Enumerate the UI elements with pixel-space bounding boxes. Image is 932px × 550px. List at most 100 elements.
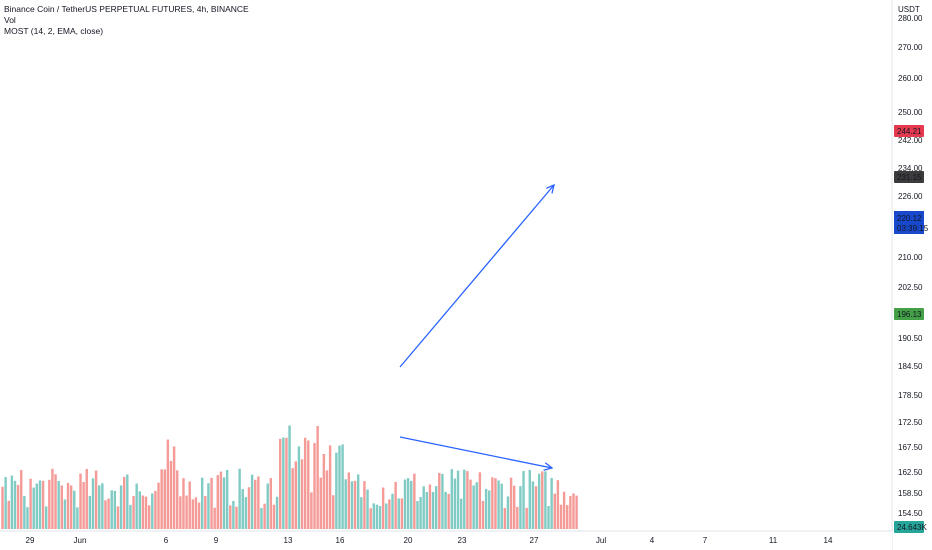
chart-legend: Binance Coin / TetherUS PERPETUAL FUTURE… (4, 4, 249, 37)
volume-bar (263, 503, 266, 529)
volume-bar (154, 490, 157, 529)
volume-bar (79, 473, 82, 529)
volume-bar (38, 480, 42, 529)
volume-bar (335, 452, 338, 529)
time-tick-label: 23 (458, 536, 467, 545)
volume-bar (285, 437, 288, 529)
volume-bar (10, 475, 14, 529)
time-tick-label: 6 (164, 536, 169, 545)
volume-bar (341, 444, 344, 529)
volume-bar (356, 474, 360, 529)
volume-layer (1, 425, 578, 529)
price-tick-label: 242.00 (898, 136, 923, 145)
volume-bar (138, 491, 141, 529)
price-axis-bg (892, 0, 932, 550)
volume-bar (431, 491, 435, 529)
volume-bar (163, 469, 166, 529)
price-tick-label: 280.00 (898, 14, 923, 23)
volume-bar (191, 499, 195, 529)
volume-bar (550, 477, 553, 529)
time-tick-label: 13 (284, 536, 293, 545)
volume-bar (575, 495, 578, 529)
volume-bar (456, 470, 460, 529)
time-tick-label: 4 (650, 536, 655, 545)
volume-bar (388, 499, 391, 529)
volume-bar (559, 504, 563, 529)
volume-bar (466, 471, 469, 529)
volume-tag: 24.643K (897, 523, 927, 532)
price-tick-label: 260.00 (898, 74, 923, 83)
price-tick-label: 184.50 (898, 362, 923, 371)
time-tick-label: 7 (703, 536, 708, 545)
price-tick-label: 154.50 (898, 509, 923, 518)
volume-legend[interactable]: Vol (4, 15, 16, 25)
volume-bar (104, 500, 107, 529)
volume-bar (238, 468, 241, 529)
volume-bar (169, 460, 173, 529)
price-tick-label: 162.50 (898, 468, 923, 477)
volume-bar (82, 482, 85, 529)
volume-bar (76, 507, 79, 529)
volume-bar (381, 487, 385, 529)
volume-bar (20, 470, 23, 529)
volume-bar (313, 443, 316, 529)
volume-bar (179, 496, 182, 529)
volume-bar (353, 480, 357, 529)
price-tick-label: 234.00 (898, 164, 923, 173)
volume-bar (385, 503, 388, 529)
volume-bar (29, 478, 32, 529)
symbol-title[interactable]: Binance Coin / TetherUS PERPETUAL FUTURE… (4, 4, 249, 14)
volume-bar (484, 488, 488, 529)
volume-bar (350, 481, 354, 529)
volume-bar (210, 477, 213, 529)
volume-bar (107, 498, 110, 529)
volume-bar (391, 493, 394, 529)
volume-bar (375, 504, 379, 529)
volume-bar (188, 481, 191, 529)
volume-bar (463, 469, 466, 529)
volume-bar (360, 497, 363, 529)
volume-bar (147, 505, 151, 529)
volume-bar (556, 480, 560, 529)
volume-bar (144, 496, 148, 529)
countdown-tag: 03:39:15 (897, 224, 929, 233)
price-tick-label: 167.50 (898, 443, 923, 452)
volume-bar (425, 492, 429, 529)
volume-bar (459, 498, 463, 529)
volume-bar (569, 496, 572, 529)
time-axis-bg (0, 531, 892, 550)
price-tick-label: 158.50 (898, 489, 923, 498)
volume-bar (60, 485, 63, 529)
volume-bar (294, 461, 297, 529)
price-tick-label: 250.00 (898, 108, 923, 117)
volume-bar (176, 470, 179, 529)
volume-bar (73, 490, 76, 529)
volume-bar (13, 480, 17, 529)
volume-bar (447, 493, 450, 529)
volume-bar (204, 495, 207, 529)
volume-bar (250, 474, 254, 529)
volume-bar (566, 505, 569, 529)
volume-bar (157, 482, 160, 529)
volume-bar (222, 477, 226, 529)
volume-bar (16, 484, 20, 529)
volume-bar (322, 453, 326, 529)
volume-bar (516, 506, 519, 529)
volume-bar (135, 483, 138, 529)
volume-arrow-down (399, 436, 552, 468)
volume-bar (531, 481, 535, 529)
indicator-legend[interactable]: MOST (14, 2, EMA, close) (4, 26, 104, 36)
volume-bar (553, 493, 556, 529)
price-tick-label: 226.00 (898, 192, 923, 201)
volume-bar (534, 486, 538, 529)
volume-bar (57, 480, 60, 529)
volume-bar (266, 483, 269, 529)
volume-bar (241, 489, 244, 529)
annotations-layer: QMLBREAKERMSBIMBALANCE (399, 0, 892, 468)
time-tick-label: 20 (404, 536, 413, 545)
volume-bar (378, 505, 382, 529)
volume-bar (319, 477, 322, 529)
volume-bar (98, 485, 101, 529)
